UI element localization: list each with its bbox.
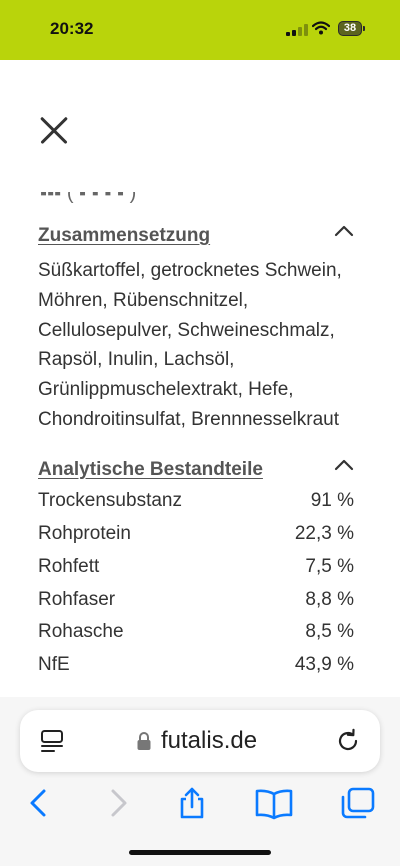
table-row: NfE 43,9 % [38,654,354,682]
nutrient-label: NfE [38,654,70,675]
nutrient-label: Rohfaser [38,589,116,610]
status-time: 20:32 [50,19,94,38]
tabs-icon[interactable] [340,786,375,820]
url-domain[interactable]: futalis.de [161,727,258,754]
nutrient-value: 43,9 % [294,654,354,675]
nutrient-value: 91 % [310,490,354,511]
nutrient-label: Rohfett [38,556,100,577]
address-bar[interactable]: futalis.de [20,710,380,772]
clipped-previous-content: ▪▪▪ ( ▪ ▪ ▪ ▪ ) [40,192,137,204]
nutrient-value: 22,3 % [294,523,354,544]
chevron-up-icon[interactable] [334,224,354,238]
close-icon[interactable] [38,115,70,147]
cellular-signal-icon [286,24,308,36]
home-indicator [129,850,271,855]
nutrient-label: Rohasche [38,621,124,642]
composition-text: Süßkartoffel, getrocknetes Schwein, Möhr… [38,260,342,430]
table-row: Rohfett 7,5 % [38,556,354,584]
analysis-title[interactable]: Analytische Bestandteile [38,459,263,480]
composition-title[interactable]: Zusammensetzung [38,225,211,246]
battery-level: 38 [343,22,357,34]
reload-icon[interactable] [335,728,361,754]
battery-icon: 38 [338,21,366,36]
share-icon[interactable] [175,786,209,820]
nutrient-value: 7,5 % [305,556,354,577]
back-icon[interactable] [23,786,57,820]
table-row: Rohprotein 22,3 % [38,523,354,551]
status-bar: 20:32 38 [0,0,400,60]
bookmarks-icon[interactable] [255,786,293,820]
lock-icon [136,731,152,751]
table-row: Rohfaser 8,8 % [38,589,354,617]
forward-icon[interactable] [101,786,135,820]
chevron-up-icon[interactable] [334,458,354,472]
reader-mode-icon[interactable] [40,729,64,753]
table-row: Rohasche 8,5 % [38,621,354,649]
nutrient-label: Trockensubstanz [38,490,182,511]
nutrient-value: 8,5 % [305,621,354,642]
nutrient-value: 8,8 % [305,589,354,610]
nutrient-label: Rohprotein [38,523,131,544]
table-row: Trockensubstanz 91 % [38,490,354,518]
wifi-icon [311,21,331,35]
